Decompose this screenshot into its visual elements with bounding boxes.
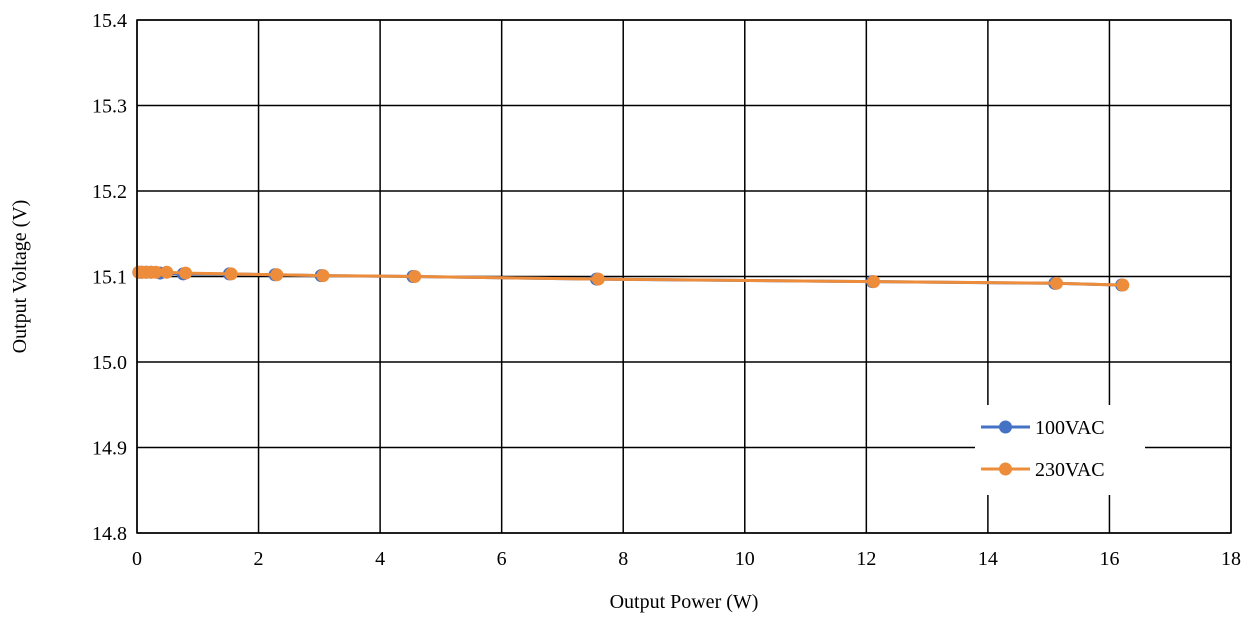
legend-background: [975, 405, 1145, 495]
x-tick-label: 18: [1221, 548, 1241, 570]
x-axis-ticks: 0 2 4 6 8 10 12 14 16 18: [132, 548, 1241, 570]
series-line: [138, 270, 1123, 287]
data-point: [149, 265, 163, 279]
legend-label: 100VAC: [1035, 417, 1105, 439]
data-point: [867, 275, 881, 289]
legend-item: 100VAC: [981, 417, 1105, 439]
y-tick-label: 15.3: [92, 96, 127, 118]
data-point: [160, 265, 174, 279]
y-tick-label: 15.2: [92, 181, 127, 203]
legend-item: 230VAC: [981, 459, 1105, 481]
data-point: [1050, 276, 1064, 290]
x-tick-label: 2: [254, 548, 264, 570]
x-tick-label: 14: [978, 548, 998, 570]
data-point: [408, 270, 422, 283]
legend-marker-swatch: [999, 420, 1012, 434]
y-tick-label: 14.9: [92, 438, 127, 460]
x-tick-label: 12: [856, 548, 876, 570]
data-point: [270, 268, 284, 282]
y-tick-label: 14.8: [92, 523, 127, 545]
data-point: [316, 269, 330, 283]
x-tick-label: 0: [132, 548, 142, 570]
legend: 100VAC 230VAC: [975, 405, 1145, 495]
data-point: [179, 266, 193, 280]
data-series: [132, 265, 1130, 292]
x-axis-title: Output Power (W): [610, 591, 759, 613]
series-230VAC: [132, 265, 1130, 292]
data-point: [224, 267, 238, 281]
legend-marker-swatch: [999, 462, 1012, 476]
y-axis-title: Output Voltage (V): [9, 200, 31, 354]
data-point: [591, 272, 605, 286]
x-tick-label: 4: [375, 548, 385, 570]
x-tick-label: 6: [497, 548, 507, 570]
plot-area-border: [136, 19, 1232, 534]
data-point: [1116, 278, 1130, 292]
y-tick-label: 15.1: [92, 267, 127, 289]
y-tick-label: 15.4: [92, 10, 127, 32]
x-tick-label: 10: [735, 548, 755, 570]
y-tick-label: 15.0: [92, 352, 127, 374]
x-tick-label: 8: [618, 548, 628, 570]
legend-label: 230VAC: [1035, 459, 1105, 481]
x-tick-label: 16: [1099, 548, 1119, 570]
y-axis-ticks: 14.8 14.9 15.0 15.1 15.2 15.3 15.4: [92, 10, 127, 545]
